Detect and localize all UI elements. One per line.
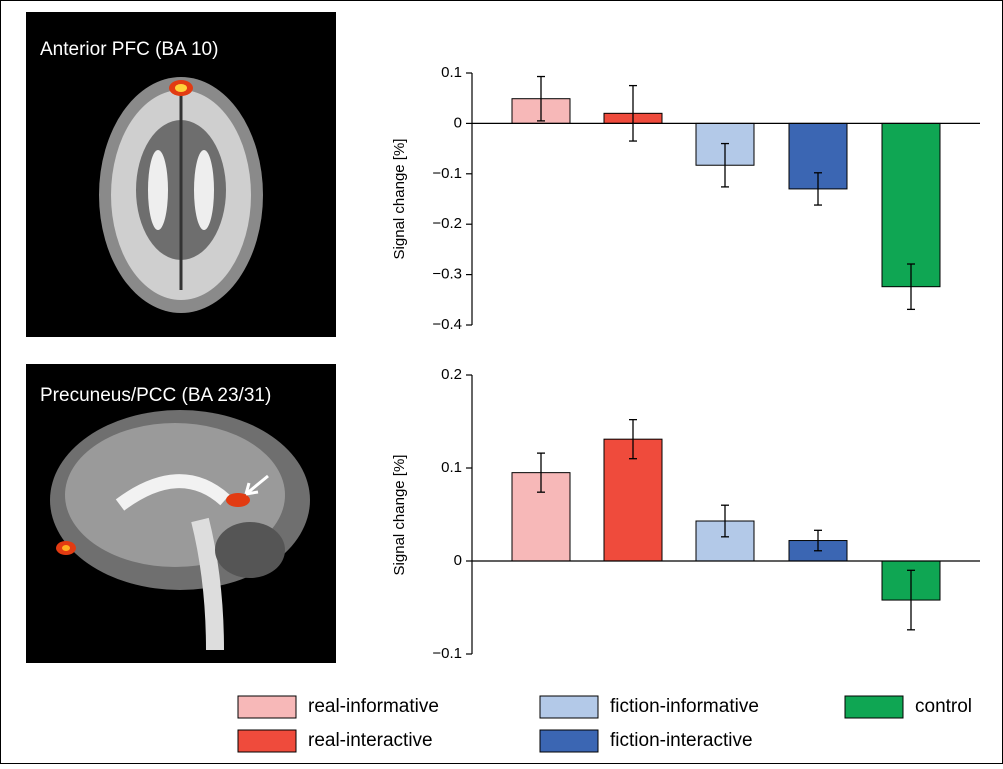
brain-image-sagittal [26, 364, 336, 663]
y-tick-label: −0.3 [432, 266, 462, 283]
y-axis-label: Signal change [%] [391, 139, 408, 260]
y-tick-label: 0.1 [441, 64, 462, 81]
y-tick-label: −0.4 [432, 316, 462, 333]
y-tick-label: −0.1 [432, 165, 462, 182]
legend-swatch [238, 730, 296, 752]
legend-swatch [238, 696, 296, 718]
y-tick-label: −0.2 [432, 215, 462, 232]
y-tick-label: 0 [454, 552, 462, 569]
figure: Anterior PFC (BA 10) Precuneus/PCC (BA 2… [0, 0, 1003, 764]
y-tick-label: 0.1 [441, 459, 462, 476]
legend-swatch [540, 696, 598, 718]
y-axis-label: Signal change [%] [391, 455, 408, 576]
image-label: Precuneus/PCC (BA 23/31) [40, 385, 271, 406]
bar [882, 123, 940, 286]
legend-label: real-informative [308, 696, 439, 717]
y-tick-label: 0.2 [441, 366, 462, 383]
legend-label: control [915, 696, 972, 717]
legend-swatch [540, 730, 598, 752]
legend-label: fiction-informative [610, 696, 759, 717]
y-tick-label: 0 [454, 114, 462, 131]
legend-swatch [845, 696, 903, 718]
legend-label: fiction-interactive [610, 730, 753, 751]
legend-label: real-interactive [308, 730, 433, 751]
image-label: Anterior PFC (BA 10) [40, 39, 218, 60]
y-tick-label: −0.1 [432, 645, 462, 662]
